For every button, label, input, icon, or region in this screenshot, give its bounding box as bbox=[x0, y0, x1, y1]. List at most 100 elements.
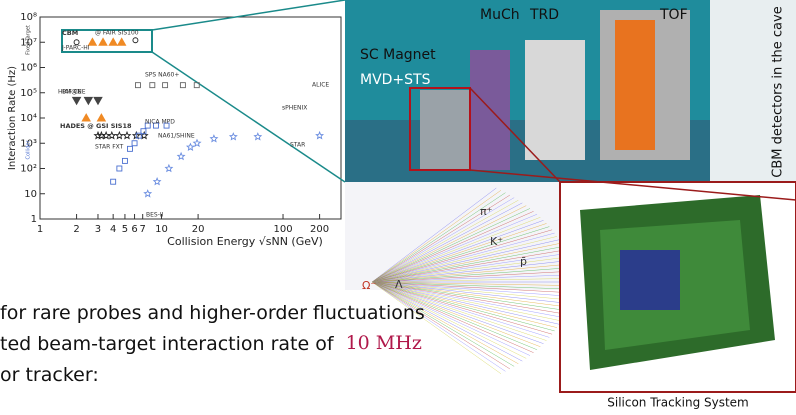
bullet-span: for rare probes and higher-order fluctua… bbox=[0, 302, 425, 324]
bullet-span: or tracker: bbox=[0, 364, 99, 386]
track bbox=[371, 281, 506, 372]
marker bbox=[71, 96, 82, 106]
series-label: NICA MPD bbox=[145, 119, 175, 126]
track bbox=[371, 199, 519, 283]
track bbox=[371, 281, 502, 374]
track bbox=[371, 281, 555, 332]
track bbox=[371, 281, 569, 304]
marker bbox=[81, 113, 91, 122]
x-axis-label: Collision Energy √sNN (GeV) bbox=[167, 235, 323, 248]
series-label: J-PARC-HI bbox=[61, 45, 90, 52]
annotation: NA61/SHINE bbox=[158, 133, 195, 140]
series-label: SPS NA60+ bbox=[145, 72, 179, 79]
bullets: for rare probes and higher-order fluctua… bbox=[0, 302, 425, 386]
track bbox=[371, 242, 562, 283]
track bbox=[371, 281, 571, 297]
track bbox=[371, 281, 527, 359]
annotation: HIAF CEE bbox=[58, 89, 86, 96]
marker bbox=[192, 138, 202, 148]
track bbox=[371, 232, 555, 283]
track bbox=[371, 278, 572, 283]
marker bbox=[131, 140, 138, 147]
bullet-span: ted beam-target interaction rate of bbox=[0, 333, 340, 355]
track bbox=[371, 281, 534, 353]
track bbox=[371, 281, 570, 301]
track bbox=[371, 226, 550, 283]
track bbox=[371, 208, 531, 283]
marker bbox=[315, 130, 325, 140]
annotation: BES-II bbox=[146, 212, 164, 219]
track bbox=[371, 281, 567, 311]
y-tick-label: 10² bbox=[20, 164, 37, 175]
x-tick-label: 10 bbox=[155, 224, 168, 235]
sts-image: Silicon Tracking System bbox=[469, 87, 796, 410]
marker bbox=[152, 177, 162, 186]
particle-label: p̄ bbox=[520, 255, 527, 268]
track bbox=[371, 281, 553, 335]
track bbox=[371, 236, 558, 283]
y-axis-label: Interaction Rate (Hz) bbox=[7, 66, 18, 170]
y-tick-label: 10⁷ bbox=[20, 37, 37, 48]
track bbox=[371, 192, 506, 283]
track bbox=[371, 267, 571, 283]
track bbox=[371, 263, 570, 283]
marker bbox=[228, 132, 238, 141]
marker bbox=[93, 96, 103, 106]
marker bbox=[185, 142, 195, 151]
y-tick-label: 10⁴ bbox=[20, 113, 37, 124]
event-display: π⁺ K⁺ p̄ Ω⁻ Λ bbox=[345, 182, 572, 374]
detector-label: SC Magnet bbox=[360, 47, 436, 63]
track bbox=[371, 197, 515, 283]
series-label: STAR FXT bbox=[95, 144, 124, 151]
track bbox=[371, 281, 544, 344]
particle-label: Ω⁻ bbox=[362, 279, 376, 292]
marker bbox=[121, 157, 128, 164]
bullet-text: for rare probes and higher-order fluctua… bbox=[0, 302, 425, 324]
track bbox=[371, 249, 565, 283]
track bbox=[371, 281, 511, 370]
track bbox=[371, 281, 572, 290]
track bbox=[371, 220, 544, 283]
track bbox=[371, 223, 547, 283]
marker bbox=[144, 122, 151, 129]
x-tick-label: 6 bbox=[131, 224, 137, 235]
track bbox=[371, 256, 568, 283]
detector-label: MVD+STS bbox=[360, 72, 431, 88]
y-tick-label: 10⁸ bbox=[20, 12, 37, 23]
particle-label: Λ bbox=[395, 278, 403, 291]
y-tick-label: 10³ bbox=[20, 138, 37, 149]
x-tick-label: 2 bbox=[73, 224, 79, 235]
track bbox=[371, 281, 572, 294]
y-tick-label: 10⁵ bbox=[20, 88, 37, 99]
track bbox=[371, 281, 558, 328]
chart: Interaction Rate (Hz) Collision Energy √… bbox=[7, 0, 346, 248]
track bbox=[371, 205, 527, 283]
annotation: Fixed-Target bbox=[26, 25, 32, 55]
series-label: HADES @ GSI SIS18 bbox=[60, 122, 132, 130]
track bbox=[371, 281, 541, 347]
track bbox=[371, 281, 565, 315]
track bbox=[371, 281, 538, 350]
track bbox=[371, 217, 541, 283]
marker bbox=[135, 132, 142, 139]
track bbox=[371, 270, 572, 283]
marker bbox=[101, 130, 111, 140]
marker bbox=[140, 128, 147, 135]
detector-label: MuCh bbox=[480, 7, 520, 23]
track bbox=[371, 190, 502, 283]
track bbox=[371, 274, 572, 283]
series-label: CBM bbox=[62, 29, 78, 37]
track bbox=[371, 246, 564, 283]
marker bbox=[253, 132, 263, 141]
track bbox=[371, 281, 515, 367]
track bbox=[371, 229, 553, 283]
marker bbox=[135, 82, 141, 89]
marker bbox=[116, 165, 123, 172]
marker bbox=[179, 82, 186, 89]
marker bbox=[83, 96, 94, 106]
x-tick-label: 100 bbox=[273, 224, 292, 235]
marker bbox=[73, 39, 80, 46]
marker bbox=[116, 37, 127, 46]
track bbox=[371, 281, 531, 356]
detector-label: TRD bbox=[529, 7, 559, 23]
